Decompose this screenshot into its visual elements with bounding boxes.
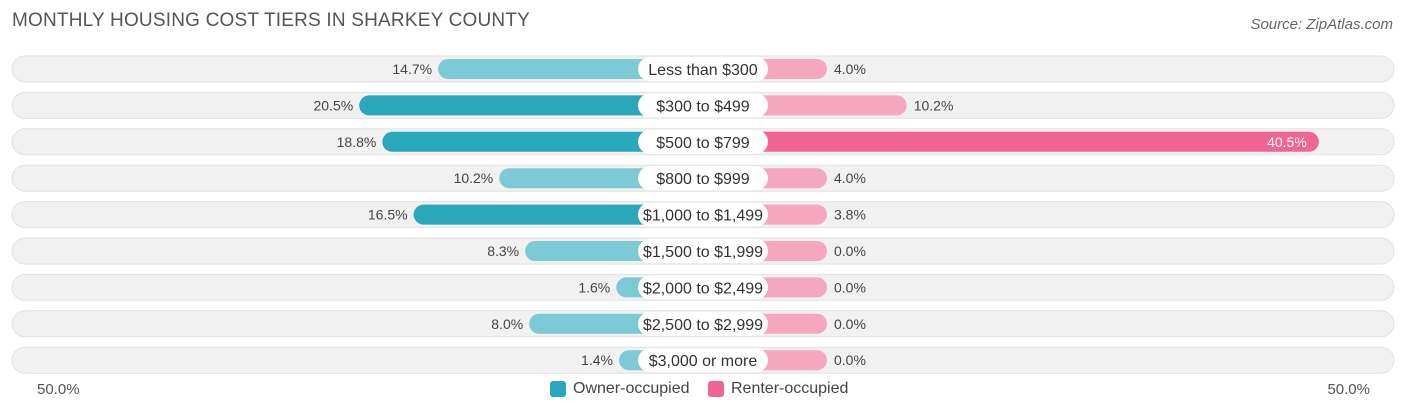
owner-value-label: 18.8% [337,134,377,150]
housing-cost-chart: Less than $300 14.7% 4.0% $300 to $499 20.5%… [11,55,1395,374]
owner-bar [382,131,703,152]
owner-bar [438,59,703,79]
renter-value-label: 0.0% [834,279,866,295]
category-label: $2,000 to $2,499 [643,280,763,297]
renter-value-label: 0.0% [834,243,866,259]
legend-owner-swatch [550,381,566,397]
category-label: Less than $300 [648,62,758,79]
category-label: $300 to $499 [656,98,750,115]
renter-value-label: 10.2% [914,97,954,113]
category-label: $800 to $999 [656,171,750,188]
legend-renter-label: Renter-occupied [731,380,849,397]
renter-value-label: 4.0% [834,61,866,77]
owner-value-label: 20.5% [313,97,353,113]
chart-title: MONTHLY HOUSING COST TIERS IN SHARKEY CO… [12,10,531,31]
category-pill [638,57,768,81]
category-label: $2,500 to $2,999 [643,317,763,334]
category-label: $1,500 to $1,999 [643,244,763,261]
owner-value-label: 1.4% [581,352,613,368]
legend-renter: Renter-occupied [708,380,848,398]
source-credit: Source: ZipAtlas.com [1250,16,1393,33]
renter-value-label: 0.0% [834,316,866,332]
owner-bar [413,204,703,225]
legend-owner-label: Owner-occupied [573,380,690,397]
category-pill [638,311,768,336]
owner-value-label: 14.7% [392,61,432,77]
category-pill [638,166,768,191]
renter-bar [703,131,1319,152]
axis-right-label: 50.0% [1327,381,1370,398]
legend: Owner-occupied Renter-occupied [0,380,1406,400]
category-pill [638,202,768,227]
legend-renter-swatch [708,381,724,397]
legend-owner: Owner-occupied [550,380,690,398]
category-pill [638,348,768,373]
renter-value-label: 0.0% [834,352,866,368]
category-label: $3,000 or more [649,353,758,370]
renter-value-label: 40.5% [1267,134,1307,150]
owner-value-label: 1.6% [578,279,610,295]
owner-value-label: 8.0% [491,316,523,332]
category-pill [638,93,768,118]
category-pill [638,239,768,263]
axis-left-label: 50.0% [37,381,80,398]
owner-value-label: 10.2% [454,170,494,186]
owner-value-label: 16.5% [368,207,408,223]
renter-value-label: 4.0% [834,170,866,186]
category-label: $500 to $799 [656,135,750,152]
category-label: $1,000 to $1,499 [643,208,763,225]
category-pill [638,275,768,300]
category-pill [638,129,768,154]
renter-value-label: 3.8% [834,207,866,223]
owner-bar [359,95,703,116]
owner-value-label: 8.3% [487,243,519,259]
